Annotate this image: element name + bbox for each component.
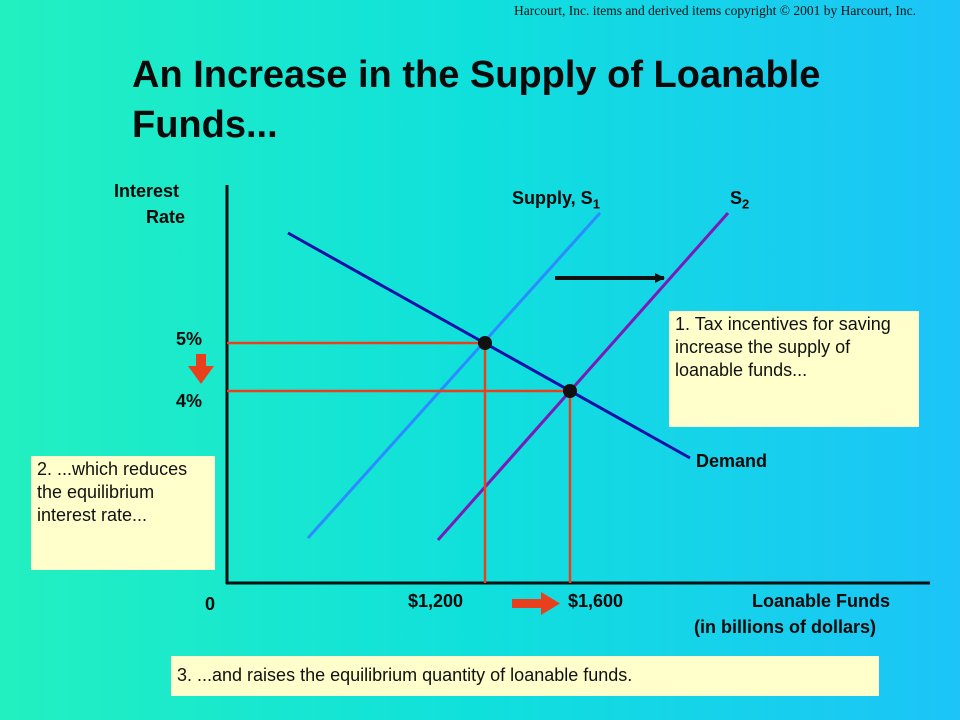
- copyright-notice: Harcourt, Inc. items and derived items c…: [513, 3, 916, 18]
- supply-s2-label-main: S: [730, 188, 743, 208]
- y-tick-label: 4%: [176, 391, 203, 411]
- supply-s1-label-sub: 1: [592, 196, 600, 212]
- x-axis-label-line2: (in billions of dollars): [694, 617, 876, 637]
- equilibrium-point-new: [563, 384, 577, 398]
- supply-s2-label: S2: [730, 188, 749, 212]
- supply-s2-curve: [436, 212, 730, 541]
- slide-title: An Increase in the Supply of Loanable Fu…: [132, 54, 821, 146]
- x-tick-label: $1,200: [408, 591, 464, 611]
- y-axis-label-line1: Interest: [114, 181, 180, 201]
- y-axis-label-line2: Rate: [146, 207, 186, 227]
- x-tick-label: $1,600: [568, 591, 624, 611]
- rate-decrease-arrow-icon: [188, 354, 214, 384]
- quantity-increase-arrow-icon: [512, 592, 560, 615]
- supply-s2-label-sub: 2: [742, 196, 750, 212]
- supply-s1-label: Supply, S1: [512, 188, 600, 212]
- note-reduces-rate: 2. ...which reduces the equilibrium inte…: [31, 456, 215, 570]
- x-axis-label-line1: Loanable Funds: [752, 591, 891, 611]
- demand-label: Demand: [696, 451, 768, 471]
- origin-label: 0: [205, 594, 216, 614]
- note-tax-incentives: 1. Tax incentives for saving increase th…: [669, 311, 919, 427]
- note-raises-quantity: 3. ...and raises the equilibrium quantit…: [171, 656, 879, 696]
- y-tick-label: 5%: [176, 329, 203, 349]
- equilibrium-point-initial: [478, 336, 492, 350]
- supply-s1-curve: [306, 211, 602, 540]
- supply-s1-label-main: Supply, S: [512, 188, 593, 208]
